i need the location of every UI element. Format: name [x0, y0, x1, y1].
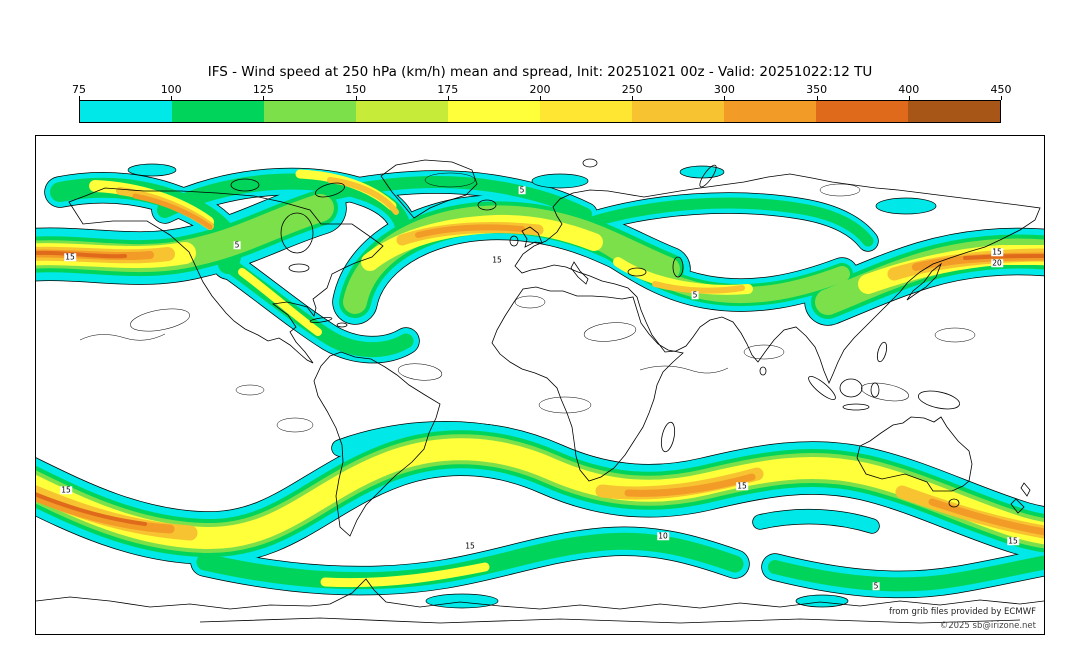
coast-great-lakes [288, 263, 310, 273]
colorbar-segments [79, 100, 1001, 123]
colorbar-tick-label: 300 [713, 83, 735, 96]
coast-north-america [68, 187, 384, 364]
coast-tasmania [948, 498, 960, 508]
colorbar-tick-mark [816, 96, 818, 100]
colorbar-tick-mark [355, 96, 357, 100]
contour-label: 15 [464, 541, 476, 551]
contour-label: 15 [991, 247, 1003, 257]
contour-label: 15 [64, 252, 76, 262]
contour-label: 15 [60, 485, 72, 495]
contour-label: 5 [691, 290, 699, 300]
colorbar-segment [80, 101, 172, 122]
coast-borneo [839, 378, 863, 398]
colorbar-tick-label: 150 [345, 83, 367, 96]
colorbar-tick-mark [171, 96, 173, 100]
coast-madagascar [660, 421, 676, 453]
colorbar-tick-label: 125 [252, 83, 274, 96]
coast-new-guinea [917, 390, 961, 410]
colorbar: 75 100 125 150 175 200 250 300 350 400 450 [72, 83, 1012, 124]
attribution-ecmwf: from grib files provided by ECMWF [889, 607, 1036, 617]
coast-ireland [509, 235, 519, 247]
colorbar-tick-mark [263, 96, 265, 100]
wind-bands-dark-core [36, 250, 1044, 526]
coast-philippines [876, 341, 888, 363]
coast-cuba [309, 317, 333, 323]
coast-svalbard [582, 158, 598, 168]
world-map: from grib files provided by ECMWF ©2025 … [35, 135, 1045, 635]
coast-hispaniola [336, 322, 348, 328]
coast-south-america [313, 351, 441, 537]
coast-japan [906, 262, 942, 301]
colorbar-segment [264, 101, 356, 122]
colorbar-segment [172, 101, 264, 122]
coast-sri-lanka [759, 366, 767, 376]
colorbar-tick-mark [632, 96, 634, 100]
colorbar-segment [448, 101, 540, 122]
colorbar-tick-label: 250 [621, 83, 643, 96]
coast-new-zealand-south [1010, 498, 1025, 514]
coast-italy [570, 261, 589, 285]
colorbar-segment [908, 101, 1000, 122]
coast-black-sea [627, 267, 647, 277]
contour-label: 15 [491, 255, 503, 265]
coast-sumatra [808, 376, 836, 400]
colorbar-ticks: 75 100 125 150 175 200 250 300 350 400 450 [72, 83, 1012, 100]
coast-new-zealand-north [1020, 482, 1031, 497]
coast-iceland [477, 199, 497, 211]
page-title: IFS - Wind speed at 250 hPa (km/h) mean … [207, 64, 873, 80]
colorbar-tick-mark [1001, 96, 1002, 100]
coast-antarctica-inner [199, 617, 1021, 624]
coast-australia [856, 416, 973, 492]
colorbar-tick-mark [447, 96, 449, 100]
coast-greenland [380, 159, 478, 219]
contour-label: 10 [657, 531, 669, 541]
colorbar-segment [632, 101, 724, 122]
coast-baffin [315, 182, 345, 198]
colorbar-tick-label: 400 [898, 83, 920, 96]
colorbar-tick-label: 350 [806, 83, 828, 96]
contour-loops [79, 172, 976, 433]
contour-label: 5 [872, 581, 880, 591]
colorbar-tick-mark [908, 96, 910, 100]
coast-victoria-island [230, 178, 260, 192]
attribution-copyright: ©2025 sb@irizone.net [939, 621, 1036, 631]
coast-hudson-bay [280, 212, 314, 254]
colorbar-tick-label: 75 [72, 83, 86, 96]
coast-caspian [672, 256, 684, 278]
contour-label: 5 [518, 185, 526, 195]
coast-novaya-zemlya [699, 164, 717, 188]
colorbar-segment [356, 101, 448, 122]
colorbar-tick-label: 175 [437, 83, 459, 96]
contour-label: 5 [233, 240, 241, 250]
contour-label: 15 [1007, 536, 1019, 546]
colorbar-segment [816, 101, 908, 122]
map-graphic [36, 158, 1044, 624]
contour-label: 20 [991, 258, 1003, 268]
contour-label: 15 [736, 481, 748, 491]
colorbar-tick-mark [724, 96, 726, 100]
colorbar-tick-label: 450 [990, 83, 1012, 96]
coast-britain [521, 226, 543, 248]
colorbar-tick-mark [540, 96, 541, 100]
coast-java [842, 403, 870, 411]
coast-eurasia [514, 173, 1041, 385]
colorbar-tick-label: 100 [160, 83, 182, 96]
colorbar-segment [540, 101, 632, 122]
colorbar-tick-label: 200 [529, 83, 551, 96]
coast-sulawesi [870, 382, 880, 398]
colorbar-segment [724, 101, 816, 122]
colorbar-tick-mark [79, 96, 80, 100]
coast-antarctica [36, 578, 1044, 610]
